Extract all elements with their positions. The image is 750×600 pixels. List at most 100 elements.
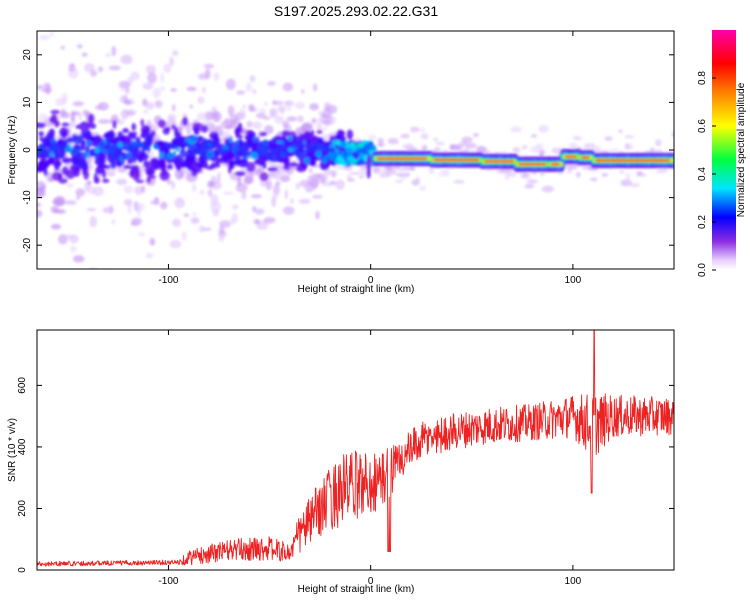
spectrogram-cell	[567, 170, 572, 174]
spectrogram-cell	[206, 151, 214, 158]
spectrogram-cell	[69, 245, 77, 253]
snr-ytick-label: 0	[17, 567, 28, 573]
spectrogram-cell	[64, 281, 75, 288]
spectrogram-cell	[420, 127, 425, 133]
spectrogram-cell	[166, 153, 174, 160]
spectrogram-cell	[242, 104, 246, 108]
spectrogram-cell	[179, 148, 187, 158]
spectrogram-cell	[475, 158, 480, 162]
spectrogram-cell	[154, 100, 163, 109]
spectrogram-cell	[366, 169, 371, 179]
spectrogram-cell	[50, 138, 56, 143]
spectrogram-cell	[419, 185, 426, 191]
spectrogram-cell	[538, 125, 549, 133]
spectrogram-cell	[252, 88, 257, 95]
spectrogram-cell	[231, 146, 239, 151]
spectrogram-cell	[157, 119, 166, 128]
spectrogram-cell	[174, 168, 184, 180]
spectrogram-cell	[301, 162, 308, 169]
spectrogram-cell	[37, 161, 48, 171]
spectrogram-cell	[284, 189, 289, 200]
spectrogram-cell	[265, 179, 273, 191]
spectrogram-cell	[87, 185, 96, 195]
spectrogram-cell	[585, 156, 590, 159]
spectrogram-cell	[601, 150, 609, 154]
spectrogram-cell	[328, 152, 337, 161]
spectrogram-cell	[75, 124, 81, 130]
spectrogram-cell	[86, 207, 97, 212]
spectrogram-cell	[58, 173, 63, 180]
spectrogram-cell	[294, 101, 306, 110]
snr-ticks: -100 0 100 0 200 400 600	[17, 330, 674, 587]
spectrogram-cell	[182, 116, 188, 126]
spectrogram-cell	[372, 166, 381, 174]
spectrogram-cell	[320, 175, 325, 185]
spectrogram-cell	[102, 178, 110, 183]
spectrogram-cell	[37, 154, 45, 159]
spectrogram-cell	[145, 252, 154, 259]
spectrogram-cell	[210, 162, 221, 169]
spectrogram-cell	[128, 146, 133, 151]
spectrogram-cell	[60, 45, 65, 50]
spectrogram-cell	[512, 147, 521, 153]
colorbar-tick-label: 0.8	[697, 71, 708, 85]
spectrogram-cell	[210, 140, 219, 148]
spectrogram-cell	[249, 75, 256, 83]
spectrogram-cell	[123, 185, 134, 194]
spectrogram-cell	[472, 132, 479, 138]
spectrogram-cell	[191, 183, 197, 192]
spectrogram-cell	[199, 189, 205, 195]
spectrogram-cell	[217, 148, 223, 153]
spectrogram-cell	[124, 86, 130, 94]
spectrogram-cell	[216, 137, 221, 145]
spectrogram-cell	[358, 175, 365, 179]
spectrogram-cell	[366, 154, 372, 174]
spectrogram-cell	[265, 151, 273, 161]
spectrogram-cell	[50, 31, 54, 37]
spectrogram-ytick-label: -20	[22, 238, 33, 253]
spectrogram-cell	[197, 73, 208, 80]
spectrogram-cell	[217, 171, 221, 183]
figure-title: S197.2025.293.02.22.G31	[274, 3, 438, 19]
spectrogram-cell	[282, 165, 291, 171]
spectrogram-cell	[191, 168, 198, 177]
spectrogram-cell	[97, 66, 104, 73]
spectrogram-cell	[136, 142, 144, 149]
spectrogram-cell	[629, 183, 640, 188]
spectrogram-cell	[77, 139, 81, 144]
spectrogram-cell	[191, 142, 198, 151]
spectrogram-cell	[222, 191, 234, 195]
spectrogram-cell	[201, 138, 209, 149]
spectrogram-cell	[191, 135, 198, 142]
spectrogram-cell	[211, 157, 217, 162]
spectrogram-cell	[179, 136, 187, 141]
spectrogram-cell	[323, 127, 328, 131]
spectrogram-cell	[311, 117, 317, 124]
spectrogram-cell	[526, 179, 539, 184]
spectrogram-cell	[134, 203, 145, 211]
spectrogram-cell	[81, 52, 88, 57]
spectrogram-cell	[147, 175, 157, 179]
spectrogram-cell	[252, 121, 263, 130]
spectrogram-cell	[186, 86, 197, 92]
spectrogram-cell	[201, 151, 207, 161]
spectrogram-cell	[171, 124, 176, 130]
spectrogram-cell	[358, 167, 370, 176]
spectrogram-cell	[309, 155, 318, 161]
spectrogram-cell	[530, 145, 542, 154]
snr-ytick-label: 400	[17, 438, 28, 455]
spectrogram-cell	[568, 142, 578, 149]
spectrogram-cell	[198, 163, 204, 168]
snr-xtick-label: 0	[368, 576, 374, 587]
spectrogram-cell	[297, 152, 304, 157]
spectrogram-cell	[286, 116, 298, 122]
spectrogram-cell	[94, 152, 99, 160]
spectrogram-cell	[39, 185, 46, 191]
spectrogram-cell	[358, 147, 363, 153]
spectrogram-cell	[555, 163, 560, 166]
spectrogram-cell	[243, 176, 253, 185]
spectrogram-cell	[504, 172, 510, 181]
spectrogram-cell	[282, 82, 294, 92]
spectrogram-cell	[79, 121, 90, 132]
